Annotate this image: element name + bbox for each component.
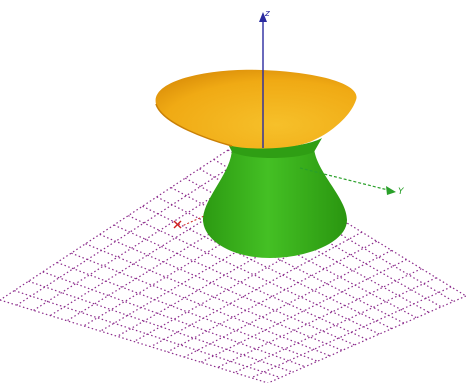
grid-line xyxy=(183,249,392,358)
grid-line xyxy=(150,231,363,348)
z-axis-label: z xyxy=(264,9,270,19)
x-axis xyxy=(181,189,263,227)
grid-line xyxy=(14,290,281,379)
grid-line xyxy=(251,286,452,379)
surface-rim-edge xyxy=(155,103,233,147)
grid-line xyxy=(71,252,331,357)
grid-line xyxy=(227,149,466,297)
surface-inner-bowl xyxy=(155,69,357,149)
grid-line xyxy=(199,168,442,308)
surface-outer-lower xyxy=(202,148,347,258)
grid-line xyxy=(213,158,454,302)
hyperboloid-surface xyxy=(155,69,357,258)
grid-line xyxy=(28,280,293,373)
y-axis-arrow xyxy=(386,186,396,195)
y-axis-label: Y xyxy=(398,187,405,197)
grid-line xyxy=(0,299,269,383)
z-axis-arrow xyxy=(259,12,267,22)
grid-line xyxy=(56,261,318,362)
grid-line xyxy=(42,271,306,368)
grid-line xyxy=(217,268,422,368)
grid-line xyxy=(267,295,466,383)
y-axis xyxy=(299,167,389,191)
grid-line xyxy=(16,158,244,306)
x-axis-marker xyxy=(173,220,182,229)
grid-line xyxy=(234,277,437,374)
grid-line xyxy=(167,240,378,353)
grid-line xyxy=(83,195,303,327)
